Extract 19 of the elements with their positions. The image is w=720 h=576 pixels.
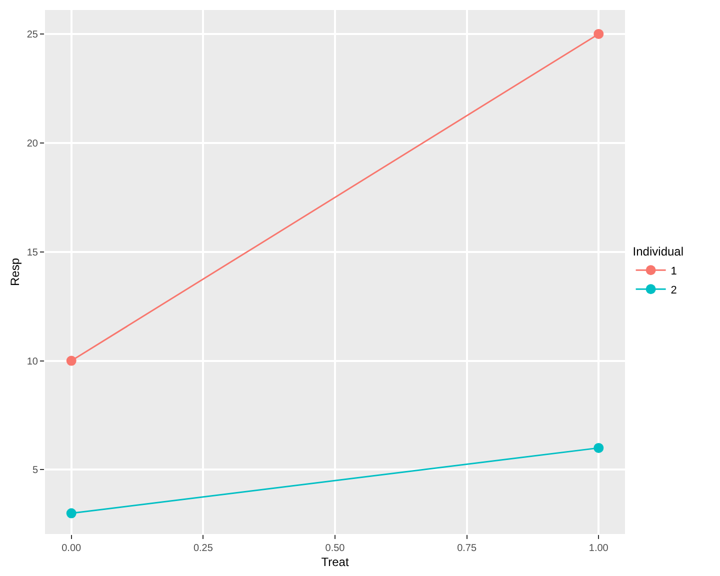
point bbox=[594, 442, 604, 453]
y-axis-title: Resp bbox=[8, 258, 22, 286]
point bbox=[66, 508, 76, 518]
y-tick-label: 5 bbox=[32, 465, 38, 476]
point bbox=[594, 28, 604, 39]
y-tick-label: 25 bbox=[26, 29, 38, 40]
x-tick-label: 0.75 bbox=[457, 543, 477, 554]
x-tick-label: 0.50 bbox=[325, 543, 346, 554]
legend-label: 2 bbox=[670, 284, 677, 296]
legend-label: 1 bbox=[670, 265, 677, 278]
y-tick-label: 10 bbox=[26, 356, 38, 368]
x-axis-title: Treat bbox=[321, 554, 350, 569]
x-tick-label: 0.00 bbox=[62, 543, 82, 554]
point bbox=[66, 356, 76, 366]
x-tick-label: 1.00 bbox=[588, 543, 609, 554]
y-tick-label: 15 bbox=[26, 247, 38, 258]
y-tick-label: 20 bbox=[26, 138, 38, 150]
legend-title: Individual bbox=[632, 244, 684, 259]
x-tick-label: 0.25 bbox=[193, 543, 214, 554]
